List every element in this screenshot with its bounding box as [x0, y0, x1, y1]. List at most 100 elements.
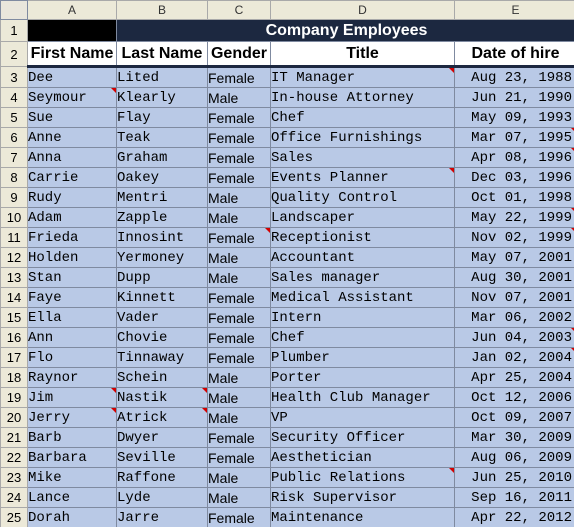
cell-title[interactable]: Intern — [270, 307, 455, 328]
cell-first-name[interactable]: Mike — [27, 467, 117, 488]
cell-gender[interactable]: Female — [207, 327, 271, 348]
column-header-e[interactable]: E — [454, 0, 574, 20]
cell-date-of-hire[interactable]: Nov 07, 2001 — [454, 287, 574, 308]
cell-last-name[interactable]: Chovie — [116, 327, 208, 348]
cell-last-name[interactable]: Raffone — [116, 467, 208, 488]
cell-title[interactable]: Sales — [270, 147, 455, 168]
cell-gender[interactable]: Male — [207, 247, 271, 268]
cell-title[interactable]: Accountant — [270, 247, 455, 268]
cell-last-name[interactable]: Dwyer — [116, 427, 208, 448]
row-header[interactable]: 5 — [0, 107, 28, 128]
cell-title[interactable]: Risk Supervisor — [270, 487, 455, 508]
column-header-c[interactable]: C — [207, 0, 271, 20]
row-header[interactable]: 3 — [0, 66, 28, 88]
comment-indicator-icon[interactable] — [571, 228, 574, 233]
cell-title[interactable]: Sales manager — [270, 267, 455, 288]
row-header[interactable]: 23 — [0, 467, 28, 488]
row-header[interactable]: 17 — [0, 347, 28, 368]
header-date-of-hire[interactable]: Date of hire — [454, 41, 574, 68]
cell-gender[interactable]: Female — [207, 427, 271, 448]
cell-first-name[interactable]: Rudy — [27, 187, 117, 208]
row-header[interactable]: 7 — [0, 147, 28, 168]
cell-first-name[interactable]: Seymour — [27, 87, 117, 108]
cell-last-name[interactable]: Seville — [116, 447, 208, 468]
cell-last-name[interactable]: Kinnett — [116, 287, 208, 308]
cell-last-name[interactable]: Schein — [116, 367, 208, 388]
cell-gender[interactable]: Male — [207, 487, 271, 508]
cell-gender[interactable]: Female — [207, 147, 271, 168]
cell-title[interactable]: Receptionist — [270, 227, 455, 248]
cell-gender[interactable]: Female — [207, 127, 271, 148]
cell-first-name[interactable]: Anne — [27, 127, 117, 148]
cell-date-of-hire[interactable]: Apr 08, 1996 — [454, 147, 574, 168]
cell-first-name[interactable]: Faye — [27, 287, 117, 308]
cell-title[interactable]: Events Planner — [270, 167, 455, 188]
comment-indicator-icon[interactable] — [449, 468, 454, 473]
cell-title[interactable]: VP — [270, 407, 455, 428]
cell-gender[interactable]: Male — [207, 207, 271, 228]
row-header[interactable]: 2 — [0, 41, 28, 67]
cell-gender[interactable]: Female — [207, 287, 271, 308]
cell-last-name[interactable]: Dupp — [116, 267, 208, 288]
cell-first-name[interactable]: Stan — [27, 267, 117, 288]
cell-last-name[interactable]: Lited — [116, 66, 208, 88]
cell-first-name[interactable]: Barb — [27, 427, 117, 448]
comment-indicator-icon[interactable] — [571, 128, 574, 133]
comment-indicator-icon[interactable] — [571, 328, 574, 333]
cell-a1[interactable] — [27, 19, 117, 42]
cell-first-name[interactable]: Barbara — [27, 447, 117, 468]
comment-indicator-icon[interactable] — [571, 208, 574, 213]
cell-date-of-hire[interactable]: Sep 16, 2011 — [454, 487, 574, 508]
cell-gender[interactable]: Male — [207, 467, 271, 488]
cell-title[interactable]: Chef — [270, 327, 455, 348]
cell-date-of-hire[interactable]: Oct 01, 1998 — [454, 187, 574, 208]
cell-first-name[interactable]: Dorah — [27, 507, 117, 527]
cell-first-name[interactable]: Flo — [27, 347, 117, 368]
cell-last-name[interactable]: Innosint — [116, 227, 208, 248]
cell-gender[interactable]: Female — [207, 307, 271, 328]
cell-title[interactable]: Maintenance — [270, 507, 455, 527]
cell-title[interactable]: IT Manager — [270, 66, 455, 88]
row-header[interactable]: 14 — [0, 287, 28, 308]
cell-date-of-hire[interactable]: Aug 30, 2001 — [454, 267, 574, 288]
cell-last-name[interactable]: Yermoney — [116, 247, 208, 268]
row-header[interactable]: 16 — [0, 327, 28, 348]
cell-last-name[interactable]: Flay — [116, 107, 208, 128]
cell-date-of-hire[interactable]: Aug 23, 1988 — [454, 66, 574, 88]
cell-first-name[interactable]: Lance — [27, 487, 117, 508]
comment-indicator-icon[interactable] — [571, 348, 574, 353]
cell-date-of-hire[interactable]: Oct 09, 2007 — [454, 407, 574, 428]
cell-first-name[interactable]: Ella — [27, 307, 117, 328]
cell-first-name[interactable]: Ann — [27, 327, 117, 348]
cell-gender[interactable]: Female — [207, 507, 271, 527]
row-header[interactable]: 25 — [0, 507, 28, 527]
cell-first-name[interactable]: Adam — [27, 207, 117, 228]
cell-first-name[interactable]: Carrie — [27, 167, 117, 188]
sheet-title[interactable]: Company Employees — [116, 19, 574, 42]
cell-last-name[interactable]: Vader — [116, 307, 208, 328]
cell-first-name[interactable]: Jerry — [27, 407, 117, 428]
cell-title[interactable]: Quality Control — [270, 187, 455, 208]
cell-date-of-hire[interactable]: Apr 25, 2004 — [454, 367, 574, 388]
cell-date-of-hire[interactable]: Jun 25, 2010 — [454, 467, 574, 488]
cell-last-name[interactable]: Lyde — [116, 487, 208, 508]
row-header[interactable]: 19 — [0, 387, 28, 408]
comment-indicator-icon[interactable] — [202, 388, 207, 393]
cell-first-name[interactable]: Dee — [27, 66, 117, 88]
cell-last-name[interactable]: Mentri — [116, 187, 208, 208]
cell-first-name[interactable]: Sue — [27, 107, 117, 128]
cell-last-name[interactable]: Zapple — [116, 207, 208, 228]
row-header[interactable]: 20 — [0, 407, 28, 428]
cell-gender[interactable]: Female — [207, 347, 271, 368]
row-header[interactable]: 13 — [0, 267, 28, 288]
comment-indicator-icon[interactable] — [202, 408, 207, 413]
cell-gender[interactable]: Female — [207, 227, 271, 248]
cell-title[interactable]: Medical Assistant — [270, 287, 455, 308]
cell-last-name[interactable]: Tinnaway — [116, 347, 208, 368]
cell-date-of-hire[interactable]: Nov 02, 1999 — [454, 227, 574, 248]
row-header[interactable]: 15 — [0, 307, 28, 328]
cell-date-of-hire[interactable]: Aug 06, 2009 — [454, 447, 574, 468]
cell-gender[interactable]: Female — [207, 107, 271, 128]
row-header[interactable]: 18 — [0, 367, 28, 388]
cell-first-name[interactable]: Holden — [27, 247, 117, 268]
